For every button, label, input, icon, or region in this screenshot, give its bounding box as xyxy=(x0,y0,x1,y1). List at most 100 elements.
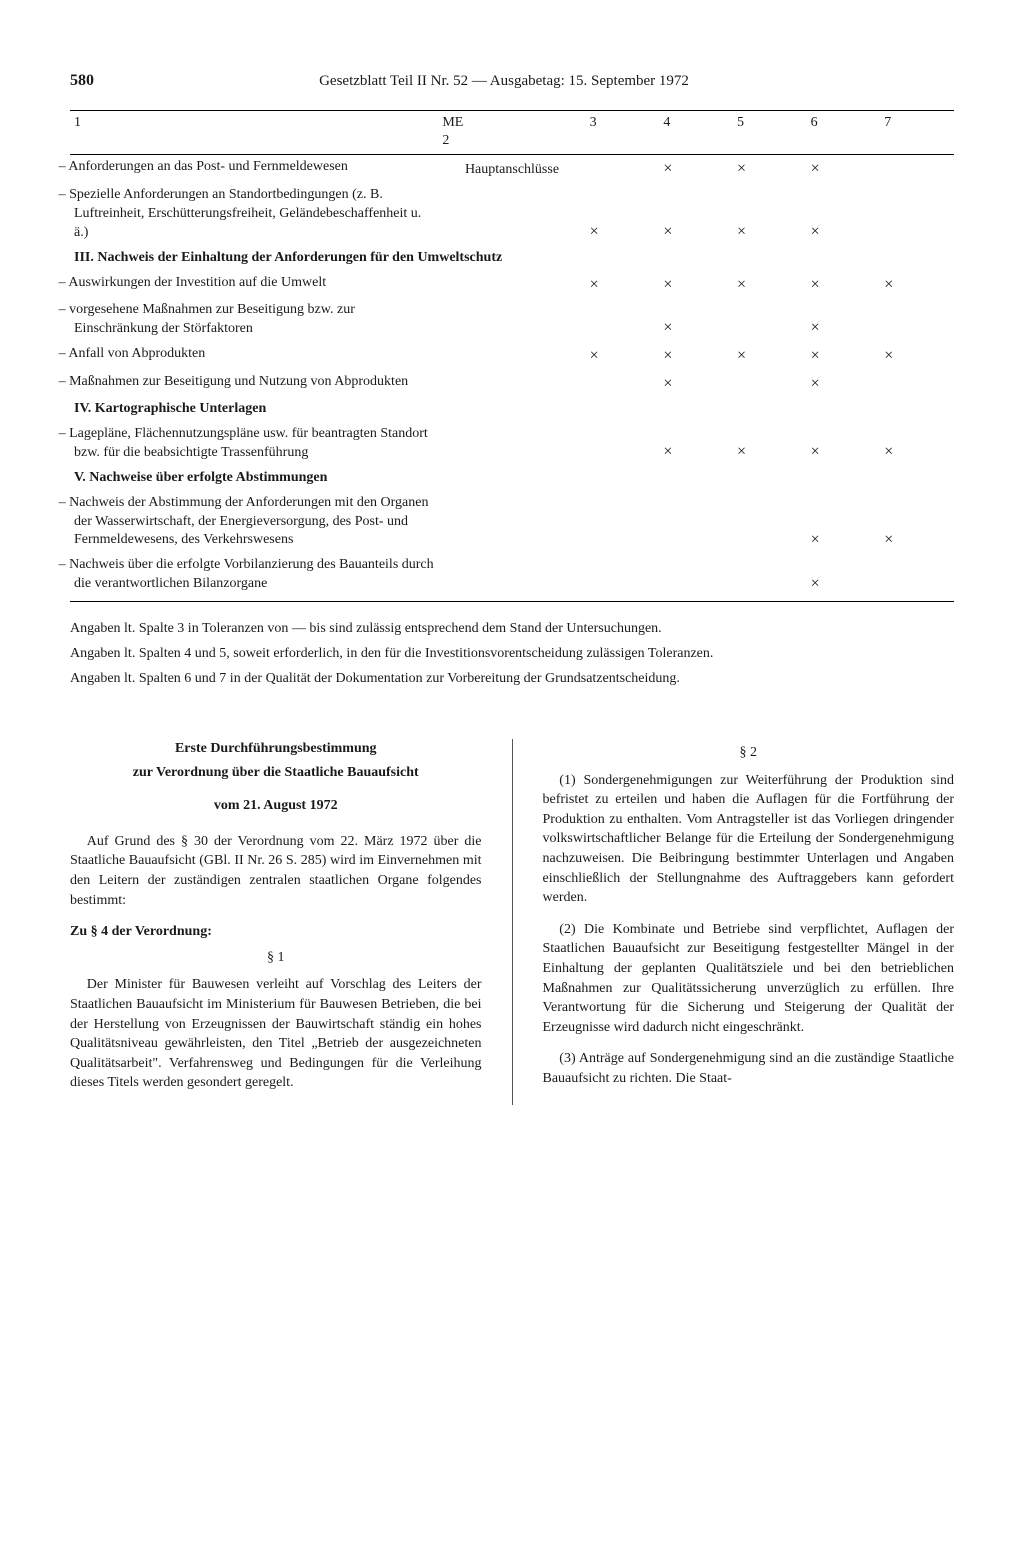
mark-cell: × xyxy=(659,155,733,183)
mark-cell: × xyxy=(807,298,881,342)
table-header-row: 1 ME 2 3 4 5 6 7 xyxy=(70,110,954,155)
section-2-para-1: (1) Sondergenehmigungen zur Weiterführun… xyxy=(543,771,955,908)
row-label: – Nachweis über die erfolgte Vorbilanzie… xyxy=(70,553,438,597)
col-header-4: 4 xyxy=(659,110,733,155)
left-column: Erste Durchführungsbestimmung zur Verord… xyxy=(70,739,482,1105)
mark-cell xyxy=(586,155,660,183)
mark-cell: × xyxy=(733,271,807,299)
row-label: – vorgesehene Maßnahmen zur Beseitigung … xyxy=(70,298,438,342)
note-line: Angaben lt. Spalte 3 in Toleranzen von —… xyxy=(70,618,954,639)
mark-cell: × xyxy=(807,370,881,398)
mark-cell: × xyxy=(659,271,733,299)
mark-cell: × xyxy=(733,183,807,246)
header-title: Gesetzblatt Teil II Nr. 52 — Ausgabetag:… xyxy=(94,71,914,91)
mark-cell xyxy=(880,298,954,342)
mark-cell xyxy=(659,491,733,554)
section-1-label: § 1 xyxy=(70,948,482,968)
row-me xyxy=(438,491,585,554)
section-heading-row: V. Nachweise über erfolgte Abstimmungen xyxy=(70,466,954,491)
mark-cell xyxy=(586,298,660,342)
mark-cell: × xyxy=(659,342,733,370)
col-header-3: 3 xyxy=(586,110,660,155)
row-me xyxy=(438,553,585,597)
mark-cell xyxy=(733,491,807,554)
mark-cell xyxy=(880,155,954,183)
mark-cell xyxy=(586,553,660,597)
table-row: – Lagepläne, Flächennutzungspläne usw. f… xyxy=(70,422,954,466)
mark-cell: × xyxy=(807,422,881,466)
mark-cell: × xyxy=(659,370,733,398)
mark-cell xyxy=(659,553,733,597)
requirements-table: 1 ME 2 3 4 5 6 7 – Anforderungen an das … xyxy=(70,110,954,598)
mark-cell: × xyxy=(880,422,954,466)
mark-cell: × xyxy=(586,183,660,246)
row-label: – Anfall von Abprodukten xyxy=(70,342,438,370)
column-divider xyxy=(512,739,513,1105)
col-header-1: 1 xyxy=(70,110,438,155)
table-row: – Auswirkungen der Investition auf die U… xyxy=(70,271,954,299)
row-me xyxy=(438,342,585,370)
mark-cell: × xyxy=(807,491,881,554)
row-label: – Auswirkungen der Investition auf die U… xyxy=(70,271,438,299)
row-me xyxy=(438,370,585,398)
mark-cell xyxy=(880,183,954,246)
section-heading: V. Nachweise über erfolgte Abstimmungen xyxy=(70,466,954,491)
intro-paragraph: Auf Grund des § 30 der Verordnung vom 22… xyxy=(70,832,482,910)
section-1-text: Der Minister für Bauwesen verleiht auf V… xyxy=(70,975,482,1093)
mark-cell: × xyxy=(807,553,881,597)
note-line: Angaben lt. Spalten 6 und 7 in der Quali… xyxy=(70,668,954,689)
row-me xyxy=(438,183,585,246)
row-me xyxy=(438,271,585,299)
mark-cell: × xyxy=(880,342,954,370)
mark-cell: × xyxy=(733,422,807,466)
col-header-6: 6 xyxy=(807,110,881,155)
regulation-date: vom 21. August 1972 xyxy=(70,796,482,816)
col-header-2: ME 2 xyxy=(438,110,585,155)
mark-cell xyxy=(733,298,807,342)
col-header-7: 7 xyxy=(880,110,954,155)
section-heading-row: IV. Kartographische Unterlagen xyxy=(70,397,954,422)
col-header-5: 5 xyxy=(733,110,807,155)
table-row: – Nachweis über die erfolgte Vorbilanzie… xyxy=(70,553,954,597)
regulation-title-2: zur Verordnung über die Staatliche Bauau… xyxy=(70,763,482,783)
row-me xyxy=(438,298,585,342)
row-me: Hauptanschlüsse xyxy=(438,155,585,183)
mark-cell xyxy=(733,370,807,398)
section-heading: III. Nachweis der Einhaltung der Anforde… xyxy=(70,246,954,271)
regulation-title-1: Erste Durchführungsbestimmung xyxy=(70,739,482,759)
mark-cell: × xyxy=(880,271,954,299)
row-label: – Nachweis der Abstimmung der Anforderun… xyxy=(70,491,438,554)
mark-cell xyxy=(733,553,807,597)
table-row: – Nachweis der Abstimmung der Anforderun… xyxy=(70,491,954,554)
table-footnotes: Angaben lt. Spalte 3 in Toleranzen von —… xyxy=(70,618,954,689)
mark-cell: × xyxy=(586,342,660,370)
row-label: – Spezielle Anforderungen an Standortbed… xyxy=(70,183,438,246)
right-column: § 2 (1) Sondergenehmigungen zur Weiterfü… xyxy=(543,739,955,1105)
table-row: – Anforderungen an das Post- und Fernmel… xyxy=(70,155,954,183)
mark-cell xyxy=(586,491,660,554)
mark-cell: × xyxy=(659,298,733,342)
mark-cell xyxy=(880,370,954,398)
two-column-body: Erste Durchführungsbestimmung zur Verord… xyxy=(70,739,954,1105)
table-row: – Spezielle Anforderungen an Standortbed… xyxy=(70,183,954,246)
row-label: – Lagepläne, Flächennutzungspläne usw. f… xyxy=(70,422,438,466)
mark-cell: × xyxy=(807,342,881,370)
mark-cell: × xyxy=(586,271,660,299)
zu-label: Zu § 4 der Verordnung: xyxy=(70,922,482,942)
mark-cell xyxy=(586,370,660,398)
row-label: – Maßnahmen zur Beseitigung und Nutzung … xyxy=(70,370,438,398)
mark-cell: × xyxy=(659,183,733,246)
section-2-para-3: (3) Anträge auf Sondergenehmigung sind a… xyxy=(543,1049,955,1088)
mark-cell: × xyxy=(659,422,733,466)
section-heading: IV. Kartographische Unterlagen xyxy=(70,397,954,422)
page-number: 580 xyxy=(70,70,94,92)
page-header: 580 Gesetzblatt Teil II Nr. 52 — Ausgabe… xyxy=(70,70,954,92)
table-row: – vorgesehene Maßnahmen zur Beseitigung … xyxy=(70,298,954,342)
note-line: Angaben lt. Spalten 4 und 5, soweit erfo… xyxy=(70,643,954,664)
mark-cell: × xyxy=(733,155,807,183)
table-row: – Maßnahmen zur Beseitigung und Nutzung … xyxy=(70,370,954,398)
mark-cell: × xyxy=(807,271,881,299)
table-row: – Anfall von Abprodukten××××× xyxy=(70,342,954,370)
mark-cell: × xyxy=(807,155,881,183)
row-label: – Anforderungen an das Post- und Fernmel… xyxy=(70,155,438,183)
